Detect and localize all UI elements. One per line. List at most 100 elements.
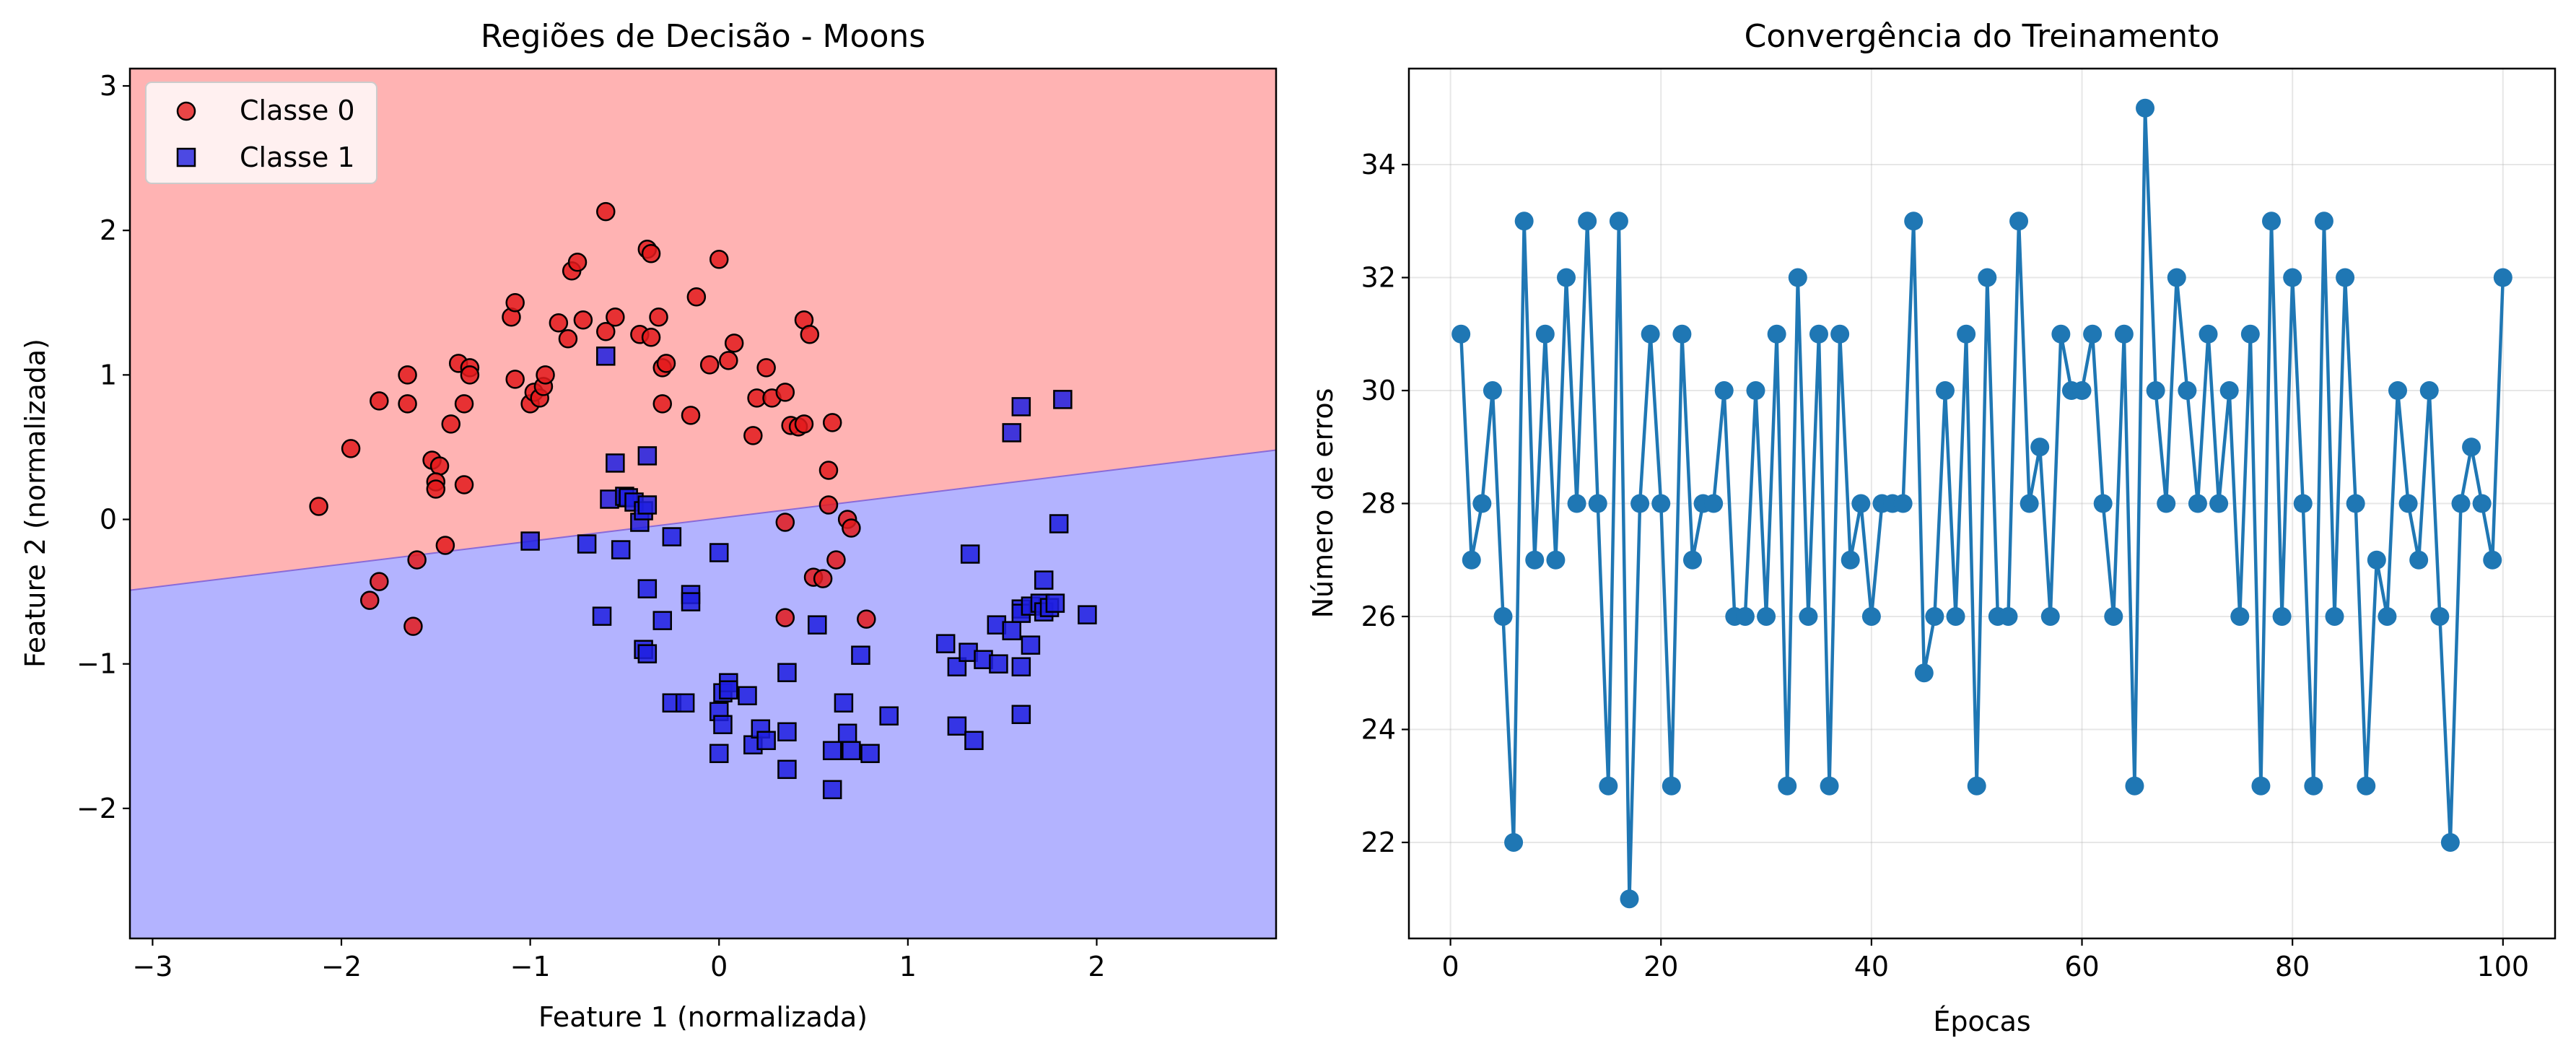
error-point [1483, 381, 1502, 401]
point-classe-1 [860, 744, 880, 764]
point-classe-0 [800, 325, 820, 344]
error-point [1620, 889, 1639, 909]
error-point [2146, 381, 2165, 401]
point-classe-1 [1053, 390, 1073, 409]
error-point [2125, 776, 2144, 796]
point-classe-1 [1011, 705, 1031, 724]
point-classe-0 [756, 358, 776, 378]
y-tick-label: 1 [100, 359, 117, 391]
point-classe-0 [652, 394, 673, 414]
y-tick-label: 22 [1361, 827, 1396, 858]
point-classe-1 [947, 716, 967, 736]
error-point [1925, 606, 1944, 626]
point-classe-0 [724, 334, 744, 353]
point-classe-1 [851, 645, 870, 665]
error-point [1851, 494, 1871, 513]
point-classe-0 [818, 461, 839, 480]
error-point [2325, 606, 2344, 626]
x-tick-label: −2 [321, 951, 362, 982]
error-point [1999, 606, 2018, 626]
error-point [2262, 212, 2282, 231]
error-point [2440, 832, 2460, 852]
x-tick-label: 0 [710, 951, 728, 982]
point-classe-0 [360, 590, 380, 610]
point-classe-0 [398, 365, 417, 385]
point-classe-1 [637, 446, 658, 466]
point-classe-1 [837, 723, 857, 744]
error-point [1557, 268, 1576, 287]
point-classe-0 [743, 426, 763, 445]
point-classe-0 [719, 351, 738, 370]
error-point [2167, 268, 2186, 287]
error-point [2199, 324, 2218, 344]
point-classe-0 [558, 329, 578, 349]
error-point [1535, 324, 1555, 344]
error-point [2178, 381, 2197, 401]
legend-label-classe-1: Classe 1 [240, 141, 355, 173]
y-tick-label: 0 [100, 504, 117, 536]
error-point [2283, 268, 2302, 287]
point-classe-0 [370, 572, 389, 591]
point-classe-0 [699, 355, 720, 375]
error-point [1714, 381, 1734, 401]
point-classe-1 [681, 592, 701, 611]
y-axis-ticks: −2 −1 0 1 2 3 [77, 70, 130, 824]
x-tick-label: 2 [1088, 951, 1105, 982]
y-tick-label: 3 [100, 70, 117, 102]
x-tick-label: 1 [899, 951, 917, 982]
point-classe-0 [649, 308, 668, 327]
point-classe-0 [435, 536, 455, 555]
point-classe-0 [818, 495, 839, 515]
point-classe-0 [794, 414, 814, 434]
point-classe-0 [606, 308, 625, 327]
decision-regions [130, 69, 1276, 938]
x-tick-label: −3 [132, 951, 173, 982]
error-point [2314, 212, 2333, 231]
legend: Classe 0 Classe 1 [145, 82, 377, 184]
region-classe-0 [130, 69, 1276, 590]
error-point [1662, 776, 1681, 796]
error-point [2409, 550, 2429, 570]
y-tick-label: −1 [77, 648, 117, 680]
error-point [2346, 494, 2365, 513]
data-points [309, 201, 1097, 800]
error-point [2357, 776, 2376, 796]
decision-boundary [130, 449, 1276, 591]
error-point [1630, 494, 1650, 513]
point-classe-0 [441, 414, 460, 434]
point-classe-0 [407, 550, 427, 570]
error-point [1767, 324, 1786, 344]
error-point [1757, 606, 1776, 626]
error-point [1672, 324, 1692, 344]
error-point [1841, 550, 1860, 570]
x-tick-label: −1 [510, 951, 551, 982]
error-point [1462, 550, 1481, 570]
legend-box [145, 82, 377, 184]
point-classe-1 [719, 680, 738, 700]
point-classe-0 [813, 569, 833, 588]
plot-frame [128, 67, 1278, 940]
point-classe-0 [656, 354, 676, 373]
point-classe-0 [370, 391, 389, 411]
error-point [1682, 550, 1702, 570]
point-classe-1 [1002, 423, 1021, 443]
point-classe-1 [989, 654, 1008, 674]
error-point [1704, 494, 1724, 513]
region-classe-1 [130, 450, 1276, 938]
point-classe-1 [777, 663, 797, 682]
point-classe-1 [1021, 635, 1041, 655]
point-classe-1 [756, 731, 776, 751]
error-point [2188, 494, 2207, 513]
point-classe-1 [1034, 570, 1054, 590]
point-classe-0 [505, 370, 525, 389]
y-tick-label: 24 [1361, 713, 1396, 745]
error-point [1830, 324, 1850, 344]
error-point [2272, 606, 2292, 626]
point-classe-0 [341, 439, 361, 458]
point-classe-0 [426, 479, 446, 499]
y-tick-label: 2 [100, 214, 117, 246]
error-point [1820, 776, 1839, 796]
error-point [1946, 606, 1965, 626]
error-point [1472, 494, 1492, 513]
